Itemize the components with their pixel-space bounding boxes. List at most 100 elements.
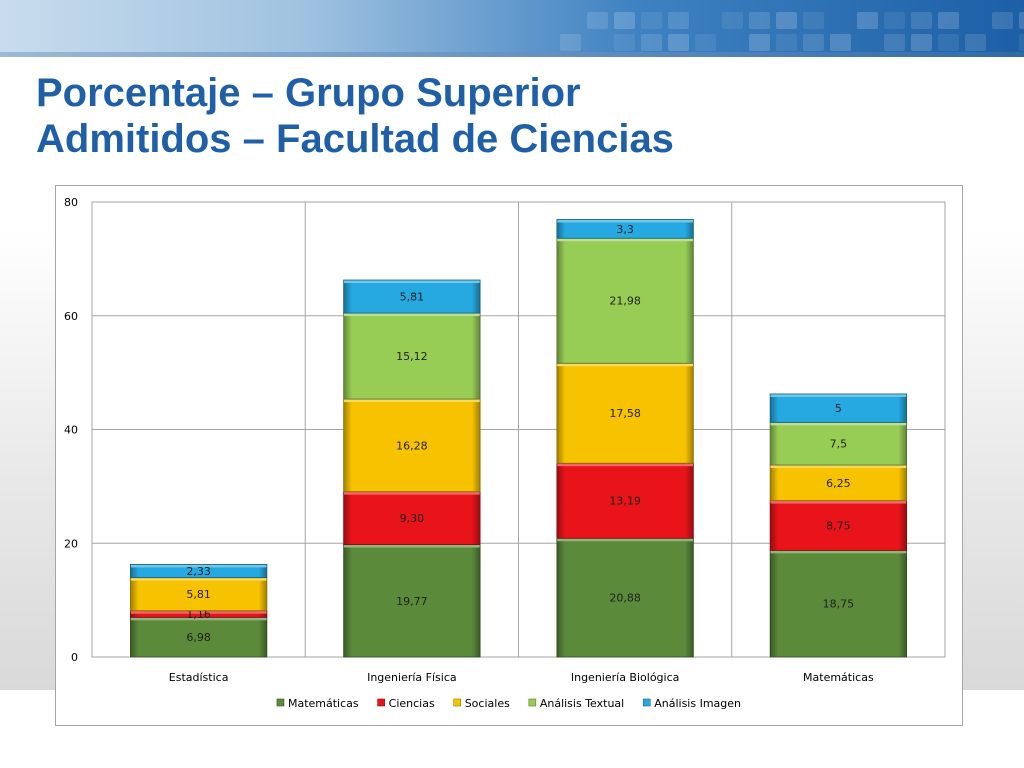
bar-segment-bevel	[130, 610, 267, 614]
bar-segment	[343, 280, 481, 314]
chart-frame: 0 20 40 60 80 6,98 1,16 5,81 2,33 Estadística 19,7…	[55, 185, 963, 726]
bar-segment-bevel	[556, 219, 694, 223]
bar-segment-bevel	[556, 363, 694, 367]
bar-segment-edge	[129, 564, 268, 579]
x-tick-label: Estadística	[169, 671, 229, 684]
data-label: 5,81	[186, 588, 211, 601]
bar-segment	[556, 538, 694, 657]
x-tick-label: Ingeniería Física	[367, 671, 457, 684]
bar-segment-edge	[556, 219, 694, 239]
data-label: 8,75	[826, 519, 851, 532]
slide-title: Porcentaje – Grupo Superior Admitidos – …	[36, 70, 674, 162]
bar-segment	[770, 500, 907, 551]
bar-segment	[343, 313, 481, 400]
bar-segment	[130, 577, 267, 611]
data-label: 13,19	[609, 495, 641, 508]
legend: Matemáticas Ciencias Sociales Análisis Text…	[276, 697, 741, 710]
banner-pattern	[560, 12, 1024, 51]
legend-label: Análisis Textual	[540, 697, 624, 710]
data-label: 17,58	[609, 407, 641, 420]
banner-square	[749, 34, 770, 51]
bar-segment-bevel	[770, 550, 907, 554]
bar-segment-bevel	[770, 500, 907, 504]
banner-square	[587, 12, 608, 29]
banner-square	[641, 12, 662, 29]
bar-segment-bevel	[343, 399, 481, 403]
bar-segment	[556, 238, 694, 364]
stacked-bar-chart: 0 20 40 60 80 6,98 1,16 5,81 2,33 Estadística 19,7…	[64, 196, 946, 710]
bar-segment-bevel	[556, 238, 694, 242]
legend-swatch	[276, 698, 285, 707]
banner-square	[749, 12, 770, 29]
bar-segment-bevel	[556, 538, 694, 542]
bar-segment-edge	[343, 279, 481, 314]
banner-square	[911, 34, 932, 51]
bar-segment-edge	[769, 393, 908, 423]
legend-swatch	[377, 698, 385, 707]
data-label: 1,16	[186, 608, 211, 621]
data-label: 19,77	[396, 595, 428, 608]
bar-segment	[343, 491, 481, 545]
bar-segment	[556, 363, 694, 464]
legend-swatch	[642, 698, 651, 707]
banner-square	[1019, 12, 1024, 29]
data-label: 3,3	[616, 223, 634, 236]
data-label: 15,12	[396, 350, 428, 363]
y-tick-label: 40	[64, 424, 78, 437]
data-label: 20,88	[609, 592, 641, 605]
x-tick-label: Ingeniería Biológica	[571, 671, 680, 684]
banner-square	[722, 12, 743, 29]
bar-segment	[770, 465, 907, 501]
y-tick-label: 0	[71, 651, 78, 664]
bar-segment-bevel	[130, 577, 267, 581]
bar-segment-bevel	[343, 491, 481, 495]
banner-square	[668, 12, 689, 29]
data-label: 6,25	[826, 477, 851, 490]
bar-segment	[130, 564, 267, 578]
banner-square	[695, 34, 716, 51]
banner-square	[668, 34, 689, 51]
bar-segment	[343, 399, 481, 492]
bar-segment	[130, 610, 267, 618]
y-tick-label: 80	[64, 196, 78, 209]
banner-square	[884, 12, 905, 29]
slide-title-line2: Admitidos – Facultad de Ciencias	[36, 117, 674, 161]
data-label: 2,33	[186, 565, 211, 578]
data-label: 16,28	[396, 439, 428, 452]
banner-square	[1019, 34, 1024, 51]
bar-segment-bevel	[343, 280, 481, 284]
bar-segment	[556, 463, 694, 539]
legend-label: Ciencias	[389, 697, 435, 710]
data-label: 7,5	[830, 438, 848, 451]
bar-segment	[770, 550, 907, 657]
x-tick-label: Matemáticas	[803, 671, 874, 684]
banner-square	[992, 12, 1013, 29]
data-label: 21,98	[609, 295, 641, 308]
bar-segment	[556, 219, 694, 239]
bar-segment-bevel	[130, 564, 267, 568]
legend-label: Sociales	[465, 697, 510, 710]
banner-square	[830, 34, 851, 51]
bar-segment	[770, 422, 907, 466]
banner-square	[614, 12, 635, 29]
bar-segment	[130, 617, 267, 657]
banner-square	[803, 34, 824, 51]
data-label: 18,75	[823, 598, 855, 611]
banner-square	[560, 34, 581, 51]
bar-segment-bevel	[343, 313, 481, 317]
header-divider	[0, 52, 1024, 57]
bar-segment-bevel	[343, 544, 481, 548]
bar-segment-bevel	[770, 422, 907, 426]
legend-label: Matemáticas	[288, 697, 359, 710]
legend-swatch	[528, 698, 537, 707]
banner-square	[776, 34, 797, 51]
data-label: 9,30	[400, 512, 425, 525]
y-tick-label: 60	[64, 310, 78, 323]
legend-label: Análisis Imagen	[654, 697, 741, 710]
banner-square	[641, 34, 662, 51]
banner-square	[938, 34, 959, 51]
bar-segment-bevel	[130, 617, 267, 621]
banner-square	[965, 34, 986, 51]
banner-square	[884, 34, 905, 51]
bar-segment	[770, 393, 907, 423]
